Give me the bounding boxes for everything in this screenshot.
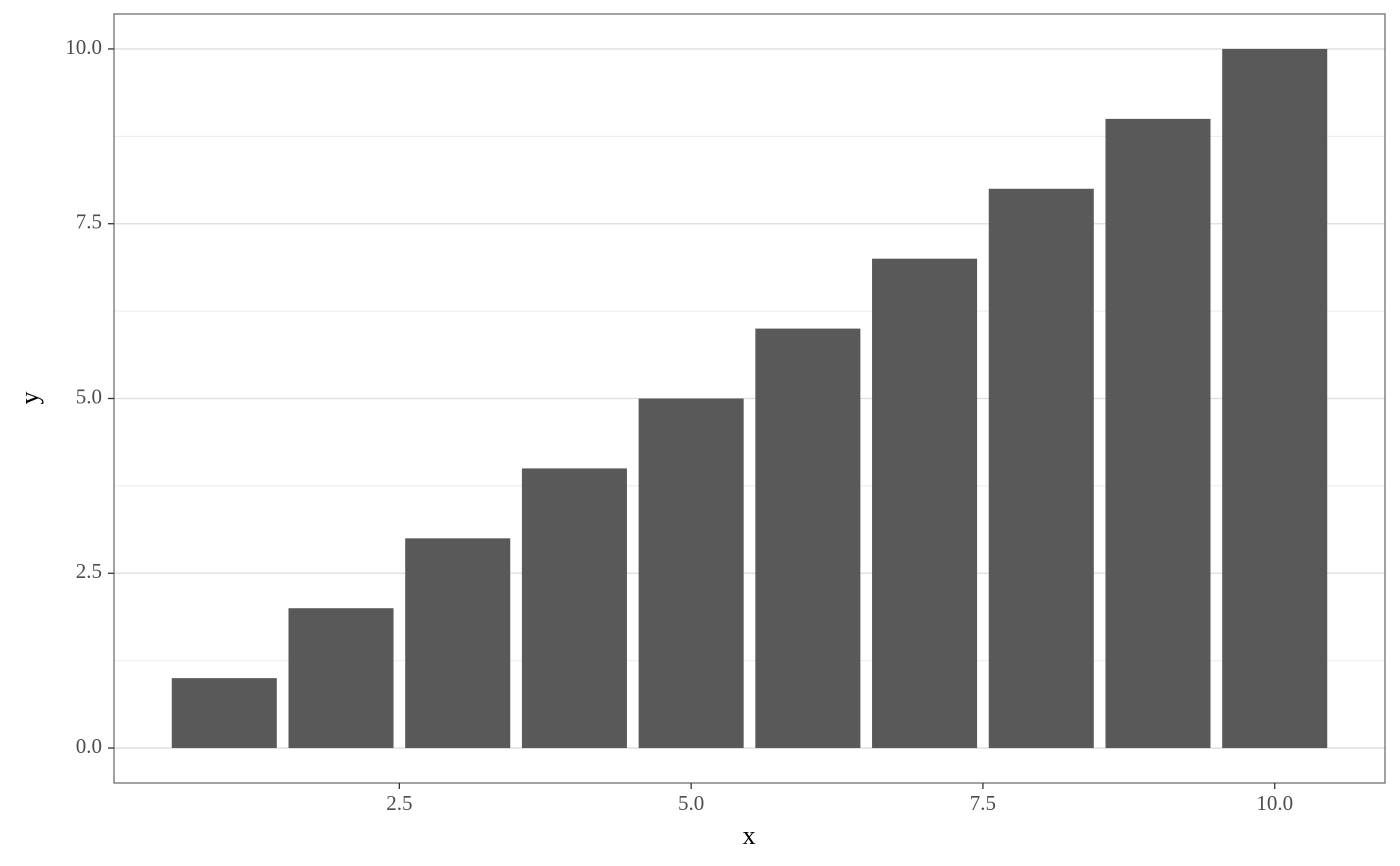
bar (288, 608, 394, 749)
y-tick-label: 0.0 (76, 734, 102, 758)
bar (638, 398, 744, 749)
y-tick-label: 7.5 (76, 210, 102, 234)
bar (171, 678, 277, 749)
y-axis-title: y (15, 392, 44, 405)
x-tick-label: 7.5 (970, 791, 996, 815)
x-tick-label: 5.0 (678, 791, 704, 815)
bar (755, 328, 861, 749)
bar (521, 468, 627, 749)
panel-border (113, 13, 1386, 784)
bar (1222, 48, 1328, 749)
x-tick-label: 10.0 (1256, 791, 1293, 815)
y-tick-label: 10.0 (65, 35, 102, 59)
y-tick-label: 2.5 (76, 559, 102, 583)
bar (1105, 118, 1211, 749)
y-tick-label: 5.0 (76, 384, 102, 408)
x-tick-label: 2.5 (386, 791, 412, 815)
bar (988, 188, 1094, 749)
bar (405, 538, 511, 749)
x-axis-title: x (743, 821, 756, 850)
bar (872, 258, 978, 749)
